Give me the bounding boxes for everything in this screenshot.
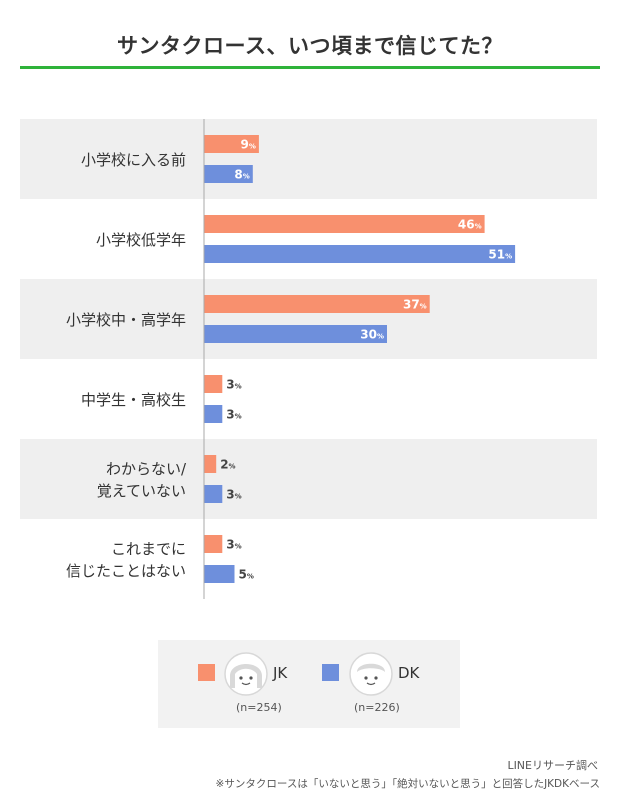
bar-dk xyxy=(204,165,253,183)
category-label: 中学生・高校生 xyxy=(81,391,186,409)
row-band xyxy=(20,119,597,199)
data-label-jk: 9% xyxy=(241,138,256,152)
footnote: ※サンタクロースは「いないと思う」「絶対いないと思う」と回答したJKDKベース xyxy=(215,778,600,790)
bar-jk xyxy=(204,215,485,233)
bar-jk xyxy=(204,295,430,313)
data-label-dk: 8% xyxy=(234,168,249,182)
legend-label-dk: DK xyxy=(398,664,420,682)
legend: JK (n=254) DK (n=226) xyxy=(158,640,460,728)
category-label: わからない/ xyxy=(106,460,187,478)
legend-swatch-dk xyxy=(322,664,339,681)
category-label: 信じたことはない xyxy=(66,562,186,580)
bar-jk xyxy=(204,375,223,393)
title-underline xyxy=(20,66,600,69)
legend-n-dk: (n=226) xyxy=(354,701,400,714)
bar-jk xyxy=(204,535,223,553)
data-label-jk: 37% xyxy=(403,298,427,312)
girl-face-icon xyxy=(224,652,268,696)
category-label: 小学校中・高学年 xyxy=(66,311,186,329)
category-label: 小学校低学年 xyxy=(96,231,186,249)
source-credit: LINEリサーチ調べ xyxy=(507,759,598,772)
bar-dk xyxy=(204,325,387,343)
data-label-jk: 2% xyxy=(220,458,235,472)
data-label-dk: 51% xyxy=(488,248,512,262)
bar-dk xyxy=(204,565,235,583)
legend-n-jk: (n=254) xyxy=(236,701,282,714)
bar-chart: 小学校に入る前 9% 8% 小学校低学年 46% 51% 小学校中・高学年 37% 30% 中学生… xyxy=(20,119,597,599)
data-label-dk: 3% xyxy=(226,488,241,502)
data-label-dk: 3% xyxy=(226,408,241,422)
legend-swatch-jk xyxy=(198,664,215,681)
bar-dk xyxy=(204,245,516,263)
boy-face-icon xyxy=(349,652,393,696)
data-label-dk: 30% xyxy=(360,328,384,342)
bar-jk xyxy=(204,455,217,473)
bar-dk xyxy=(204,485,223,503)
bar-dk xyxy=(204,405,223,423)
bar-jk xyxy=(204,135,259,153)
legend-label-jk: JK xyxy=(273,664,288,682)
data-label-jk: 3% xyxy=(226,378,241,392)
category-label: 覚えていない xyxy=(97,482,186,500)
category-label: これまでに xyxy=(111,540,186,558)
data-label-jk: 3% xyxy=(226,538,241,552)
chart-title: サンタクロース、いつ頃まで信じてた？ xyxy=(117,34,503,58)
row-band xyxy=(20,279,597,359)
category-label: 小学校に入る前 xyxy=(81,151,186,169)
data-label-jk: 46% xyxy=(458,218,482,232)
data-label-dk: 5% xyxy=(239,568,254,582)
row-band xyxy=(20,439,597,519)
